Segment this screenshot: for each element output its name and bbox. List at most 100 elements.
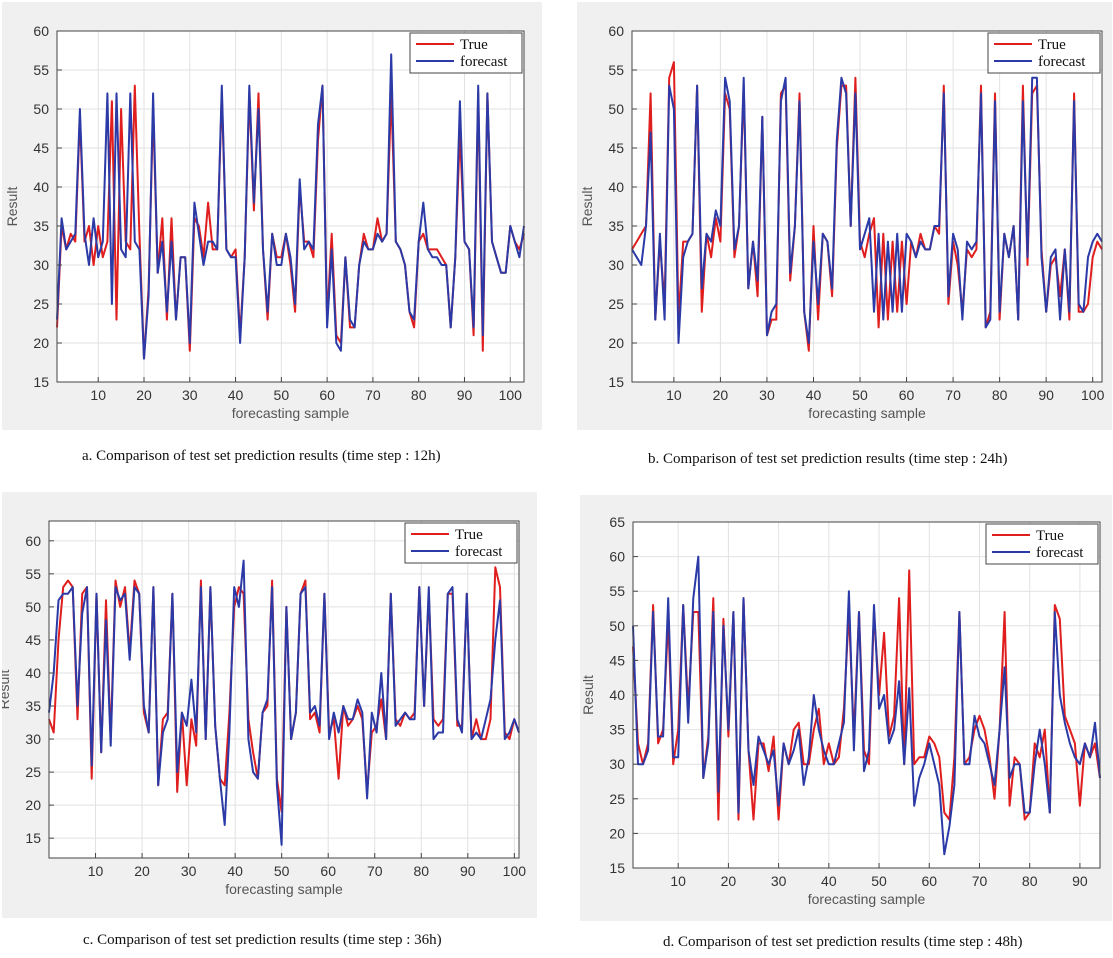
y-tick-label: 20 [33, 335, 49, 351]
x-tick-label: 20 [134, 863, 150, 879]
caption-c: c. Comparison of test set prediction res… [83, 932, 442, 948]
x-tick-label: 40 [821, 873, 837, 889]
x-tick-label: 50 [274, 863, 290, 879]
x-tick-label: 70 [972, 873, 988, 889]
y-tick-label: 15 [25, 830, 41, 846]
legend-label-forecast: forecast [1038, 54, 1086, 70]
caption-b: b. Comparison of test set prediction res… [648, 451, 1008, 467]
x-tick-label: 50 [852, 387, 868, 403]
y-tick-label: 40 [608, 179, 624, 195]
x-tick-label: 70 [367, 863, 383, 879]
legend-label-forecast: forecast [1036, 545, 1084, 561]
y-tick-label: 25 [608, 296, 624, 312]
x-tick-label: 30 [182, 387, 198, 403]
y-tick-label: 45 [33, 140, 49, 156]
chart-c: 10 20 30 40 50 60 70 80 90 100 15 20 25 30 35 40 45 50 55 6… [2, 520, 526, 897]
y-tick-label: 25 [25, 764, 41, 780]
x-tick-label: 60 [899, 387, 915, 403]
y-tick-label: 50 [608, 101, 624, 117]
y-tick-label: 25 [33, 296, 49, 312]
legend-box-d [985, 523, 1099, 565]
legend-label-true: True [455, 527, 483, 543]
y-tick-label: 35 [33, 218, 49, 234]
series-line-forecast-b [631, 76, 1103, 344]
legend-box-b [987, 32, 1101, 74]
x-tick-label: 20 [721, 873, 737, 889]
x-tick-label: 10 [666, 387, 682, 403]
x-axis-label: forecasting sample [232, 405, 350, 421]
y-tick-label: 45 [608, 140, 624, 156]
y-tick-label: 40 [33, 179, 49, 195]
legend-label-true: True [1038, 37, 1066, 53]
x-tick-label: 90 [1038, 387, 1054, 403]
x-tick-label: 60 [921, 873, 937, 889]
legend-label-forecast: forecast [455, 544, 503, 560]
axes-frame-a [56, 30, 525, 383]
x-tick-label: 90 [457, 387, 473, 403]
x-tick-label: 100 [499, 387, 523, 403]
x-tick-label: 40 [227, 863, 243, 879]
y-tick-label: 35 [609, 722, 625, 738]
y-tick-label: 40 [609, 687, 625, 703]
chart-a: 10 20 30 40 50 60 70 80 90 100 15 20 25 30 35 40 45 50 55 6… [4, 23, 525, 421]
y-tick-label: 60 [609, 549, 625, 565]
legend-label-true: True [1036, 528, 1064, 544]
legend-label-true: True [460, 37, 488, 53]
y-tick-label: 20 [608, 335, 624, 351]
x-tick-label: 90 [460, 863, 476, 879]
y-axis-label: Result [579, 187, 595, 227]
chart-b: 10 20 30 40 50 60 70 80 90 100 15 20 25 30 35 40 45 50 55 6… [579, 23, 1105, 421]
y-axis-label: Result [2, 670, 12, 710]
x-axis-label: forecasting sample [808, 891, 926, 907]
x-axis-label: forecasting sample [225, 881, 343, 897]
chart-panel-c: 10 20 30 40 50 60 70 80 90 100 15 20 25 30 35 40 45 50 55 6… [2, 492, 537, 918]
series-line-forecast-a [56, 53, 525, 360]
y-tick-label: 25 [609, 791, 625, 807]
x-tick-label: 30 [759, 387, 775, 403]
legend-label-forecast: forecast [460, 54, 508, 70]
x-tick-label: 40 [806, 387, 822, 403]
legend-box-a [409, 32, 523, 74]
series-line-forecast-c [48, 559, 520, 846]
y-tick-label: 45 [25, 632, 41, 648]
chart-panel-d: 10 20 30 40 50 60 70 80 90 15 20 25 30 35 40 45 50 55 60 65… [580, 495, 1112, 921]
y-tick-label: 15 [609, 860, 625, 876]
y-tick-label: 45 [609, 652, 625, 668]
y-tick-label: 55 [33, 62, 49, 78]
y-tick-label: 60 [608, 23, 624, 39]
x-tick-label: 60 [319, 387, 335, 403]
y-tick-label: 50 [25, 599, 41, 615]
x-tick-label: 20 [136, 387, 152, 403]
x-tick-label: 30 [771, 873, 787, 889]
x-tick-label: 40 [228, 387, 244, 403]
axes-frame-c [48, 520, 520, 859]
chart-panel-a: 10 20 30 40 50 60 70 80 90 100 15 20 25 30 35 40 45 50 55 6… [2, 2, 542, 430]
chart-panel-b: 10 20 30 40 50 60 70 80 90 100 15 20 25 30 35 40 45 50 55 6… [577, 2, 1112, 430]
caption-a: a. Comparison of test set prediction res… [82, 448, 441, 464]
chart-d: 10 20 30 40 50 60 70 80 90 15 20 25 30 35 40 45 50 55 60 65… [580, 514, 1101, 907]
x-tick-label: 10 [670, 873, 686, 889]
y-tick-label: 55 [608, 62, 624, 78]
y-tick-label: 30 [25, 731, 41, 747]
y-axis-label: Result [4, 187, 20, 227]
x-tick-label: 70 [945, 387, 961, 403]
x-tick-label: 90 [1072, 873, 1088, 889]
x-tick-label: 60 [320, 863, 336, 879]
y-tick-label: 35 [608, 218, 624, 234]
y-tick-label: 65 [609, 514, 625, 530]
y-tick-label: 50 [33, 101, 49, 117]
y-tick-label: 30 [609, 756, 625, 772]
x-tick-label: 80 [411, 387, 427, 403]
y-tick-label: 30 [608, 257, 624, 273]
y-tick-label: 60 [25, 533, 41, 549]
y-tick-label: 55 [25, 566, 41, 582]
y-tick-label: 35 [25, 698, 41, 714]
y-tick-label: 60 [33, 23, 49, 39]
y-tick-label: 55 [609, 583, 625, 599]
x-tick-label: 50 [274, 387, 290, 403]
x-tick-label: 100 [1081, 387, 1105, 403]
y-tick-label: 15 [33, 374, 49, 390]
legend-box-c [404, 522, 518, 564]
series-line-forecast-d [632, 555, 1101, 856]
y-axis-label: Result [580, 675, 596, 715]
